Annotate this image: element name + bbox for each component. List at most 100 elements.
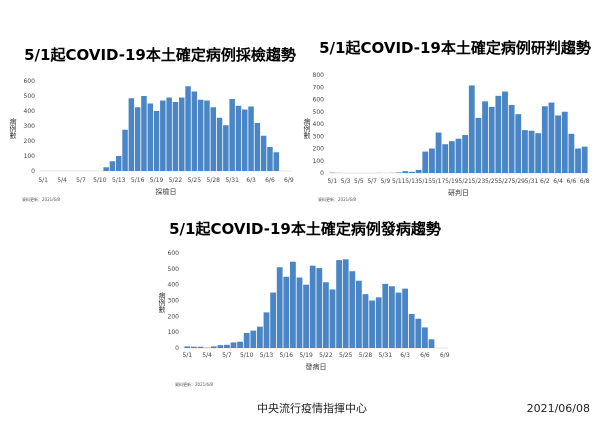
bar-5/15: [276, 267, 283, 348]
bar-6/3: [402, 288, 408, 348]
y-tick-label: 100: [168, 329, 180, 336]
x-tick-label: 5/27: [498, 178, 512, 185]
y-tick-label: 600: [24, 78, 36, 85]
bar-6/4: [254, 123, 261, 171]
bar-6/1: [535, 133, 542, 173]
y-tick-label: 600: [168, 250, 180, 257]
bar-5/12: [402, 171, 409, 173]
bar-6/8: [581, 146, 588, 173]
bar-5/29: [216, 117, 223, 171]
bar-5/23: [329, 289, 336, 348]
x-tick-label: 5/22: [169, 177, 183, 184]
x-tick-label: 5/29: [512, 178, 526, 185]
bar-5/14: [270, 292, 276, 348]
x-tick-label: 5/31: [525, 178, 539, 185]
bar-5/17: [435, 132, 442, 173]
chart-title: 5/1起COVID-19本土確定病例發病趨勢: [169, 220, 441, 238]
bar-5/15: [422, 151, 429, 173]
bar-5/1: [184, 346, 191, 348]
bar-6/1: [235, 105, 242, 171]
bar-5/22: [468, 85, 475, 173]
source-note: 資料更新：2021/6/8: [318, 196, 356, 202]
bar-5/23: [179, 97, 185, 171]
bar-5/26: [197, 99, 204, 171]
x-tick-label: 6/9: [440, 352, 450, 359]
bar-5/27: [204, 100, 210, 171]
y-tick-label: 700: [313, 84, 325, 91]
bar-6/4: [555, 115, 562, 173]
bar-5/31: [229, 99, 235, 171]
y-tick-label: 0: [320, 170, 324, 177]
source-note: 資料更新：2021/6/8: [22, 196, 60, 202]
bar-6/1: [389, 286, 395, 348]
y-tick-label: 400: [168, 282, 180, 289]
bar-6/2: [395, 292, 402, 348]
y-tick-label: 500: [313, 109, 325, 116]
x-tick-label: 5/17: [432, 178, 446, 185]
x-tick-label: 5/10: [93, 177, 107, 184]
bar-6/5: [561, 111, 568, 173]
bar-5/23: [475, 117, 482, 173]
x-tick-label: 5/25: [485, 178, 499, 185]
bar-5/7: [224, 344, 230, 348]
bar-5/30: [223, 125, 229, 171]
y-tick-label: 300: [24, 123, 36, 130]
x-tick-label: 5/7: [222, 352, 232, 359]
footer-date: 2021/06/08: [527, 402, 590, 415]
bar-6/6: [267, 147, 273, 171]
bar-5/29: [515, 114, 522, 173]
bar-5/26: [495, 95, 502, 173]
bar-6/2: [541, 106, 548, 173]
y-tick-label: 100: [24, 153, 36, 160]
bar-5/19: [448, 141, 455, 173]
x-tick-label: 5/13: [260, 352, 274, 359]
bar-5/24: [482, 101, 488, 173]
bar-6/6: [568, 133, 575, 173]
x-tick-label: 5/3: [341, 178, 351, 185]
bar-5/26: [349, 271, 356, 348]
bar-6/3: [248, 106, 254, 171]
chart-3: 5/1起COVID-19本土確定病例發病趨勢 0 100 200 300 400 500 60…: [158, 220, 450, 387]
bar-5/28: [362, 294, 369, 348]
x-tick-label: 5/28: [207, 177, 221, 184]
bar-5/14: [415, 169, 422, 173]
y-tick-label: 400: [313, 121, 325, 128]
x-tick-label: 6/3: [400, 352, 410, 359]
x-tick-label: 5/11: [392, 178, 406, 185]
x-tick-label: 5/9: [381, 178, 391, 185]
bar-5/31: [382, 283, 389, 348]
y-tick-label: 200: [313, 146, 325, 153]
chart-title: 5/1起COVID-19本土確定病例採檢趨勢: [24, 46, 296, 64]
x-axis-label: 發病日: [306, 362, 327, 371]
bar-6/3: [548, 102, 555, 173]
bar-5/19: [303, 284, 309, 348]
x-tick-label: 6/2: [540, 178, 550, 185]
y-tick-label: 400: [24, 108, 36, 115]
bar-6/7: [273, 152, 279, 171]
bar-5/22: [172, 102, 179, 171]
y-axis-label: 病例數: [303, 117, 311, 140]
bar-5/16: [429, 148, 435, 173]
bar-5/21: [462, 135, 469, 173]
bar-5/5: [210, 346, 217, 348]
bar-5/13: [409, 171, 415, 173]
bar-5/17: [141, 96, 147, 171]
bar-5/27: [502, 91, 508, 173]
x-tick-label: 6/9: [284, 177, 294, 184]
bar-5/30: [375, 297, 382, 348]
bar-5/21: [166, 97, 172, 171]
bar-5/24: [336, 260, 342, 348]
x-tick-label: 5/10: [240, 352, 254, 359]
x-tick-label: 5/31: [379, 352, 393, 359]
y-tick-label: 200: [168, 313, 180, 320]
bar-5/11: [103, 167, 109, 171]
x-tick-label: 5/19: [150, 177, 164, 184]
x-tick-label: 5/4: [202, 352, 212, 359]
bar-5/29: [369, 300, 375, 348]
x-tick-label: 5/16: [280, 352, 294, 359]
x-tick-label: 5/15: [419, 178, 433, 185]
y-tick-label: 100: [313, 158, 325, 165]
x-tick-label: 5/22: [319, 352, 333, 359]
bar-6/5: [415, 318, 422, 348]
